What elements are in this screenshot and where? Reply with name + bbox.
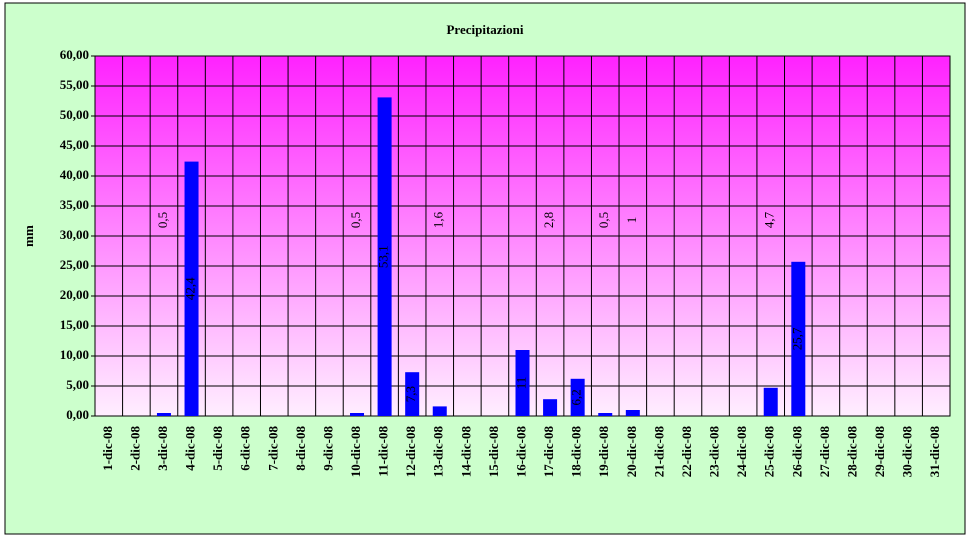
- x-tick-label: 14-dic-08: [458, 426, 473, 478]
- y-tick-label: 5,00: [66, 377, 89, 392]
- y-tick-label: 60,00: [60, 47, 89, 62]
- data-label: 6,2: [569, 389, 584, 405]
- bar: [763, 387, 778, 416]
- x-tick-label: 13-dic-08: [431, 426, 446, 478]
- y-tick-label: 20,00: [60, 287, 89, 302]
- x-tick-label: 19-dic-08: [596, 426, 611, 478]
- bar: [625, 410, 640, 416]
- x-tick-label: 3-dic-08: [155, 426, 170, 471]
- y-tick-label: 15,00: [60, 317, 89, 332]
- x-tick-label: 7-dic-08: [265, 426, 280, 471]
- data-label: 25,7: [789, 327, 804, 350]
- bar: [515, 350, 530, 416]
- y-tick-label: 55,00: [60, 77, 89, 92]
- bar: [184, 161, 199, 416]
- y-tick-label: 45,00: [60, 137, 89, 152]
- data-label: 0,5: [596, 212, 611, 228]
- chart-title: Precipitazioni: [446, 22, 523, 37]
- y-tick-label: 35,00: [60, 197, 89, 212]
- x-tick-label: 8-dic-08: [293, 426, 308, 471]
- bar: [156, 413, 171, 416]
- data-label: 42,4: [183, 277, 198, 300]
- x-tick-label: 6-dic-08: [238, 426, 253, 471]
- x-tick-label: 5-dic-08: [210, 426, 225, 471]
- y-tick-label: 50,00: [60, 107, 89, 122]
- y-tick-label: 30,00: [60, 227, 89, 242]
- x-tick-label: 2-dic-08: [127, 426, 142, 471]
- x-tick-label: 15-dic-08: [486, 426, 501, 478]
- y-tick-label: 25,00: [60, 257, 89, 272]
- y-tick-label: 40,00: [60, 167, 89, 182]
- x-tick-label: 27-dic-08: [817, 426, 832, 478]
- x-tick-label: 10-dic-08: [348, 426, 363, 478]
- x-tick-label: 25-dic-08: [762, 426, 777, 478]
- bar: [377, 97, 392, 417]
- bar: [570, 378, 585, 416]
- x-tick-label: 17-dic-08: [541, 426, 556, 478]
- bar: [543, 399, 558, 416]
- x-tick-label: 18-dic-08: [569, 426, 584, 478]
- x-tick-label: 11-dic-08: [376, 426, 391, 477]
- bar: [405, 372, 420, 416]
- data-label: 53,1: [376, 245, 391, 268]
- x-tick-label: 31-dic-08: [927, 426, 942, 478]
- y-axis-label: mm: [21, 225, 36, 247]
- bar: [432, 406, 447, 416]
- x-tick-label: 4-dic-08: [183, 426, 198, 471]
- data-label: 0,5: [155, 212, 170, 228]
- x-tick-label: 28-dic-08: [844, 426, 859, 478]
- x-tick-label: 12-dic-08: [403, 426, 418, 478]
- x-tick-label: 26-dic-08: [789, 426, 804, 478]
- x-tick-label: 23-dic-08: [707, 426, 722, 478]
- data-label: 1: [624, 217, 639, 224]
- x-tick-label: 24-dic-08: [734, 426, 749, 478]
- x-tick-label: 22-dic-08: [679, 426, 694, 478]
- x-tick-label: 30-dic-08: [900, 426, 915, 478]
- data-label: 0,5: [348, 212, 363, 228]
- data-label: 2,8: [541, 212, 556, 228]
- x-tick-label: 20-dic-08: [624, 426, 639, 478]
- x-tick-label: 21-dic-08: [651, 426, 666, 478]
- y-tick-label: 10,00: [60, 347, 89, 362]
- y-tick-label: 0,00: [66, 407, 89, 422]
- data-label: 1,6: [431, 211, 446, 228]
- bar: [791, 261, 806, 416]
- data-label: 4,7: [762, 211, 777, 228]
- x-tick-label: 29-dic-08: [872, 426, 887, 478]
- bar: [350, 413, 365, 416]
- data-label: 7,3: [403, 386, 418, 402]
- x-tick-label: 9-dic-08: [320, 426, 335, 471]
- x-tick-label: 16-dic-08: [513, 426, 528, 478]
- x-tick-label: 1-dic-08: [100, 426, 115, 471]
- bar: [598, 413, 613, 416]
- data-label: 11: [513, 377, 528, 390]
